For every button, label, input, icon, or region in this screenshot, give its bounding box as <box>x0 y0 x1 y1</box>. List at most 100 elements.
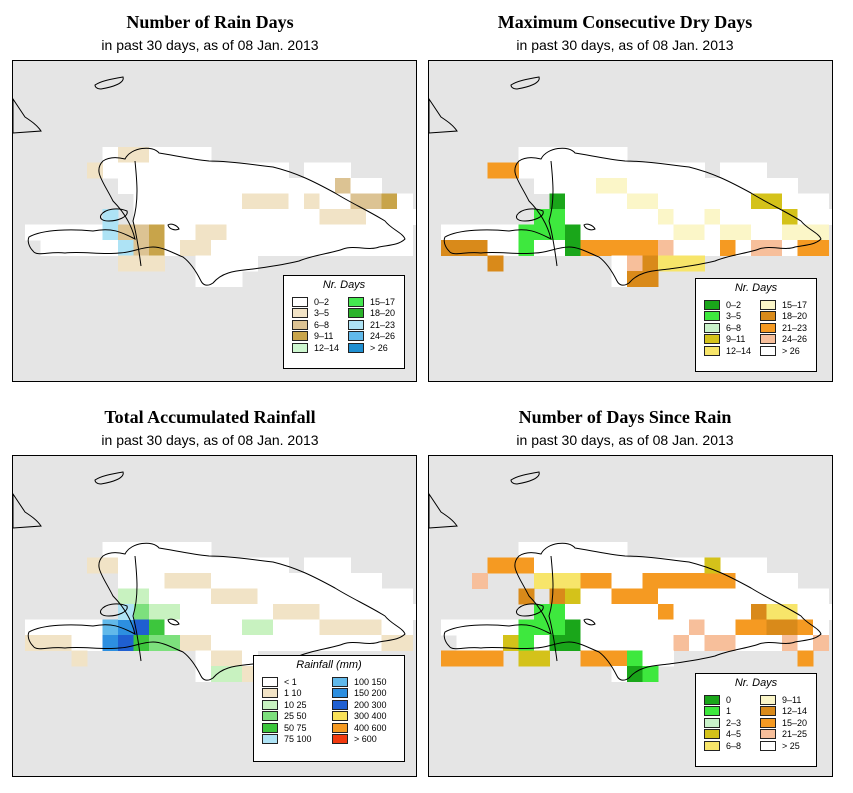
grid-cell <box>472 650 488 667</box>
grid-cell <box>503 635 519 651</box>
grid-cell <box>534 162 550 179</box>
grid-cell <box>689 588 705 605</box>
grid-cell <box>226 666 243 682</box>
grid-cell <box>273 209 289 225</box>
grid-cell <box>735 162 752 179</box>
cuba-outline <box>13 493 42 529</box>
island-outline <box>27 147 406 286</box>
legend-item: 3–5 <box>292 308 329 319</box>
grid-cell <box>242 162 258 179</box>
grid-cell <box>257 240 274 256</box>
legend-label: 9–11 <box>726 334 746 344</box>
grid-cell <box>549 604 566 620</box>
grid-cell <box>226 209 243 225</box>
grid-cell <box>596 573 612 589</box>
grid-cell <box>164 619 181 636</box>
grid-cell <box>565 573 581 589</box>
grid-cells <box>25 147 416 287</box>
legend-swatch <box>760 740 776 751</box>
legend-swatch <box>760 717 776 728</box>
grid-cell <box>40 224 57 241</box>
grid-cell <box>596 557 612 574</box>
grid-cell <box>720 162 736 179</box>
grid-cell <box>766 178 783 194</box>
map-area <box>12 60 417 382</box>
tortuga-outline <box>94 76 124 90</box>
grid-cell <box>642 271 659 287</box>
grid-cell <box>704 178 721 194</box>
grid-cell <box>381 604 398 620</box>
legend-item: 300 400 <box>332 711 387 722</box>
grid-cell <box>273 635 289 651</box>
grid-cell <box>335 619 351 636</box>
grid-cell <box>813 209 829 225</box>
legend-swatch <box>332 722 348 733</box>
grid-cell <box>102 224 119 241</box>
grid-cell <box>335 240 351 256</box>
grid-cell <box>335 224 351 241</box>
grid-cell <box>211 224 227 241</box>
grid-cell <box>797 650 814 667</box>
grid-cell <box>596 193 612 210</box>
grid-cell <box>441 224 457 241</box>
grid-cell <box>195 588 212 605</box>
grid-cell <box>288 178 305 194</box>
grid-cell <box>304 193 320 210</box>
grid-cell <box>456 650 473 667</box>
legend-swatch <box>704 729 720 739</box>
grid-cell <box>689 178 705 194</box>
panel-title: Maximum Consecutive Dry Days <box>497 12 753 32</box>
grid-cell <box>673 240 690 256</box>
grid-cell <box>549 209 566 225</box>
grid-cell <box>751 573 767 589</box>
grid-cell <box>673 619 690 636</box>
cuba-outline <box>429 98 458 134</box>
grid-cell <box>319 619 336 636</box>
grid-cell <box>242 178 258 194</box>
grid-cell <box>642 255 659 272</box>
island-outline <box>443 542 822 681</box>
border-line <box>548 555 558 662</box>
legend-item: 21–23 <box>348 319 395 330</box>
grid-cell <box>735 619 752 636</box>
legend-swatch <box>704 345 720 356</box>
legend-swatch <box>704 334 720 344</box>
legend-item: 21–23 <box>760 322 807 333</box>
grid-cell <box>797 193 814 210</box>
legend-item: 75 100 <box>262 734 312 745</box>
grid-cell <box>642 193 659 210</box>
grid-cell <box>642 178 659 194</box>
grid-cell <box>658 557 674 574</box>
grid-cell <box>257 178 274 194</box>
grid-cell <box>149 604 165 620</box>
grid-cell <box>195 193 212 210</box>
legend-item: 6–8 <box>704 322 741 333</box>
grid-cell <box>518 224 535 241</box>
grid-cell <box>642 619 659 636</box>
grid-cell <box>118 240 134 256</box>
grid-cell <box>518 635 535 651</box>
grid-cell <box>472 240 488 256</box>
grid-cell <box>195 255 212 272</box>
grid-cell <box>720 557 736 574</box>
panel-days-since-rain: Number of Days Since Rain in past 30 day… <box>415 395 841 785</box>
grid-cell <box>580 193 597 210</box>
grid-cell <box>565 542 581 558</box>
grid-cell <box>518 147 535 163</box>
grid-cell <box>273 162 289 179</box>
grid-cell <box>580 557 597 574</box>
grid-cell <box>304 557 320 574</box>
legend-item: 0–2 <box>292 296 329 307</box>
lake-outline <box>583 618 596 626</box>
grid-cell <box>549 178 566 194</box>
grid-cell <box>242 588 258 605</box>
grid-cell <box>704 573 721 589</box>
grid-cell <box>288 619 305 636</box>
grid-cell <box>627 650 643 667</box>
grid-cell <box>118 557 134 574</box>
grid-cell <box>720 573 736 589</box>
grid-cell <box>580 178 597 194</box>
grid-cell <box>118 588 134 605</box>
legend-swatch <box>292 331 308 341</box>
grid-cell <box>751 557 767 574</box>
